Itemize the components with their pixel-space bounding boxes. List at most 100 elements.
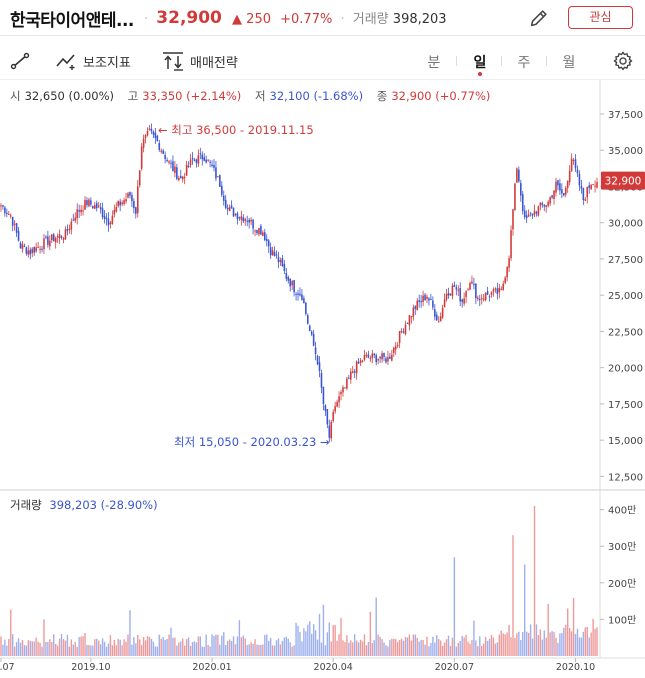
indicator-button[interactable]: 보조지표 (55, 50, 131, 72)
divider (456, 56, 457, 66)
volume-bar (105, 646, 108, 656)
volume-bar (455, 646, 458, 656)
candle-body (123, 200, 125, 204)
volume-bar (205, 634, 207, 656)
candle-body (162, 150, 164, 154)
tab-day[interactable]: 일 (468, 52, 492, 76)
volume-bar (238, 620, 241, 656)
volume-value: 398,203 (392, 12, 447, 27)
candle-body (527, 214, 530, 217)
gear-icon[interactable] (612, 50, 634, 72)
volume-bar (197, 636, 200, 656)
volume-bar (381, 639, 383, 656)
volume-bar (451, 637, 454, 656)
volume-bar (316, 639, 319, 656)
candle-body (275, 254, 278, 256)
watchlist-button[interactable]: 관심 (568, 6, 633, 29)
volume-bar (15, 642, 18, 656)
volume-bar (109, 635, 112, 656)
volume-bar (541, 639, 544, 656)
candle-body (443, 299, 446, 308)
volume-bar (576, 628, 579, 656)
volume-bar (144, 640, 147, 656)
time-tick-label: 2020.07 (435, 662, 474, 673)
volume-bar (187, 637, 190, 656)
price-tick-label: 15,000 (608, 436, 643, 447)
drawing-tool-button[interactable] (10, 50, 36, 72)
price-tick-label: 27,500 (608, 255, 643, 266)
volume-bar (45, 641, 47, 656)
candle-body (437, 321, 440, 323)
volume-bar (555, 637, 557, 656)
volume-bar (4, 639, 6, 656)
candle-body (490, 292, 493, 295)
volume-bar (314, 630, 317, 656)
candle-body (74, 217, 77, 221)
divider (546, 56, 547, 66)
volume-bar (371, 642, 373, 656)
candle-body (338, 396, 340, 403)
volume-bar (103, 641, 106, 656)
candle-body (494, 288, 497, 290)
candle-body (187, 165, 190, 168)
volume-bar (6, 645, 8, 656)
candle-body (537, 206, 540, 216)
candle-body (228, 207, 231, 212)
price-tick-label: 30,000 (608, 219, 643, 230)
price-tick-label: 20,000 (608, 364, 643, 375)
pencil-icon[interactable] (528, 7, 550, 29)
volume-bar (453, 557, 456, 656)
volume-bar (488, 638, 491, 656)
candle-body (127, 193, 129, 198)
tab-month[interactable]: 월 (562, 55, 576, 71)
volume-bar (463, 637, 465, 656)
candle-body (377, 359, 379, 361)
candle-body (131, 195, 133, 202)
candle-body (195, 159, 198, 163)
volume-bar (113, 639, 116, 656)
candle-body (66, 229, 69, 231)
candle-body (279, 259, 282, 263)
candle-body (68, 228, 71, 230)
volume-bar (387, 646, 389, 656)
candle-body (181, 176, 184, 180)
candle-body (264, 232, 266, 241)
volume-bar (524, 564, 526, 656)
volume-bar (54, 643, 57, 656)
candle-body (373, 353, 376, 356)
volume-panel-label: 거래량 398,203 (-28.90%) (10, 497, 158, 513)
volume-bar (183, 645, 186, 656)
volume-tick-label: 400만 (608, 505, 636, 517)
strategy-button[interactable]: 매매전략 (162, 50, 238, 72)
candle-body (219, 175, 221, 187)
time-tick-label: 2020.01 (192, 662, 231, 673)
candle-body (111, 215, 114, 224)
candle-body (238, 217, 241, 219)
volume-bar (37, 641, 39, 656)
volume-bar (293, 645, 295, 656)
candle-body (213, 165, 215, 168)
tab-minute[interactable]: 분 (427, 55, 441, 71)
separator-dot: · (340, 12, 345, 27)
ohlc-summary: 시 32,650 (0.00%) 고 33,350 (+2.14%) 저 32,100… (10, 88, 500, 104)
current-price: 32,900 (156, 8, 222, 28)
candle-body (0, 205, 2, 207)
volume-bar (594, 628, 596, 656)
tab-week[interactable]: 주 (517, 55, 531, 71)
price-chart[interactable]: 37,50035,00032,50030,00027,50025,00022,5… (0, 80, 645, 678)
volume-bar (428, 646, 430, 656)
volume-bar (49, 639, 51, 656)
candle-body (82, 210, 84, 212)
volume-bar (584, 627, 586, 656)
candle-body (541, 203, 544, 205)
volume-bar (262, 644, 264, 656)
candle-body (330, 421, 333, 439)
volume-bar (160, 638, 162, 656)
candle-body (547, 201, 549, 206)
candle-body (561, 189, 563, 194)
candle-body (318, 362, 321, 371)
volume-bar (12, 634, 14, 656)
volume-bar (39, 642, 41, 656)
candle-body (379, 356, 381, 359)
volume-bar (467, 641, 469, 656)
